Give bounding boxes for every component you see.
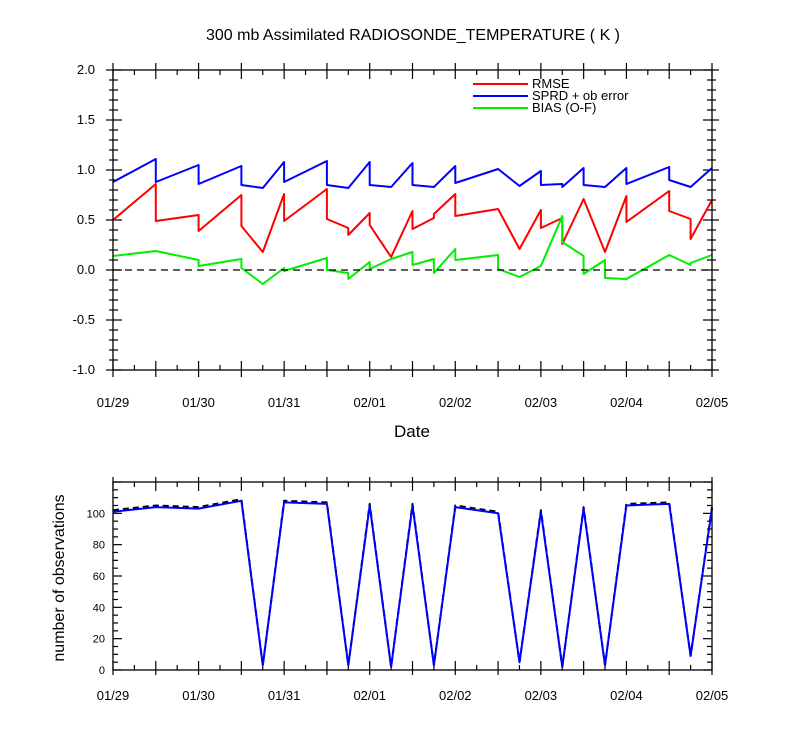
- x-tick-label: 02/02: [439, 395, 472, 410]
- y-tick-label: -0.5: [73, 312, 95, 327]
- y-tick-label: 0.5: [77, 212, 95, 227]
- x-tick-label: 01/31: [268, 688, 301, 703]
- legend-label-sprd-ob-error: SPRD + ob error: [532, 88, 629, 103]
- top-x-tick-labels: 01/29 01/30 01/31 02/01 02/02 02/03 02/04 02/05: [97, 395, 729, 410]
- y-tick-label: 20: [93, 634, 105, 646]
- x-tick-label: 01/30: [182, 395, 215, 410]
- legend-label-bias-o-f: BIAS (O-F): [532, 100, 596, 115]
- y-tick-label: 80: [93, 540, 105, 552]
- x-tick-label: 02/01: [353, 395, 386, 410]
- x-tick-label: 02/03: [525, 688, 558, 703]
- chart-title: 300 mb Assimilated RADIOSONDE_TEMPERATUR…: [206, 27, 620, 44]
- top-y-tick-labels: 2.0 1.5 1.0 0.5 0.0 -0.5 -1.0: [73, 62, 95, 377]
- top-series-lines: [112, 158, 713, 285]
- observations-panel: 100 80 60 40 20 0 01/29 01/30 01/31 02/01 02/02 02…: [51, 477, 728, 703]
- y-axis-label: number of observations: [51, 494, 68, 661]
- x-tick-label: 01/31: [268, 395, 301, 410]
- y-tick-label: 100: [87, 508, 105, 520]
- y-tick-label: 0: [99, 665, 105, 677]
- x-tick-label: 02/05: [696, 688, 729, 703]
- x-tick-label: 01/30: [182, 688, 215, 703]
- y-tick-label: 40: [93, 602, 105, 614]
- y-tick-label: -1.0: [73, 362, 95, 377]
- bottom-y-tick-labels: 100 80 60 40 20 0: [87, 508, 105, 677]
- x-axis-label: Date: [394, 422, 430, 441]
- series-line-used: [112, 499, 713, 668]
- series-line-possible: [112, 498, 713, 668]
- top-plot-frame: [112, 69, 713, 371]
- y-tick-label: 0.0: [77, 262, 95, 277]
- y-tick-label: 1.5: [77, 112, 95, 127]
- y-tick-label: 2.0: [77, 62, 95, 77]
- x-tick-label: 02/01: [353, 688, 386, 703]
- x-tick-label: 02/04: [610, 395, 643, 410]
- bottom-series-lines: [112, 498, 713, 668]
- y-tick-label: 1.0: [77, 162, 95, 177]
- series-line-rmse: [112, 183, 713, 258]
- y-tick-label: 60: [93, 571, 105, 583]
- x-tick-label: 02/03: [525, 395, 558, 410]
- bottom-x-tick-labels: 01/29 01/30 01/31 02/01 02/02 02/03 02/04 02/05: [97, 688, 729, 703]
- x-tick-label: 01/29: [97, 688, 130, 703]
- x-tick-label: 02/02: [439, 688, 472, 703]
- bottom-plot-frame: [112, 481, 713, 671]
- bias-rmse-panel: 300 mb Assimilated RADIOSONDE_TEMPERATUR…: [73, 27, 729, 441]
- top-axes-ticks: [106, 63, 719, 377]
- x-tick-label: 02/04: [610, 688, 643, 703]
- series-line-bias-o-f: [112, 215, 713, 285]
- legend-label-rmse: RMSE: [532, 76, 570, 91]
- x-tick-label: 01/29: [97, 395, 130, 410]
- x-tick-label: 02/05: [696, 395, 729, 410]
- series-line-sprd-ob-error: [112, 158, 713, 189]
